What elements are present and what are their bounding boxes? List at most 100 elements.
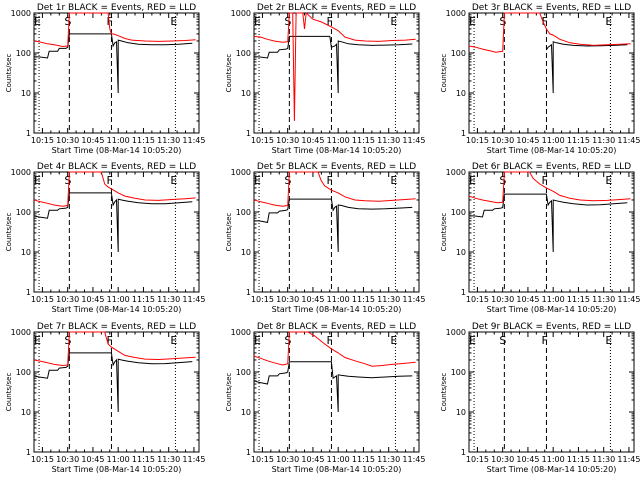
x-tick-label: 11:15 xyxy=(352,136,375,145)
y-axis-label: Counts/sec xyxy=(225,213,233,252)
plot-frame xyxy=(253,331,420,453)
x-axis-label: Start Time (08-Mar-14 10:05:20) xyxy=(52,146,182,155)
x-axis-label: Start Time (08-Mar-14 10:05:20) xyxy=(487,146,617,155)
x-tick-label: 10:15 xyxy=(251,136,274,145)
y-tick-label: 1 xyxy=(26,288,31,297)
lld-series-line xyxy=(253,331,416,367)
x-tick-label: 10:30 xyxy=(56,455,79,464)
y-tick-label: 10 xyxy=(241,89,251,98)
x-tick-label: 11:30 xyxy=(157,136,180,145)
detector-panel-3: Det 3r BLACK = Events, RED = LLD 1 10 100 10… xyxy=(440,3,640,155)
x-tick-label: 10:15 xyxy=(251,295,274,304)
y-tick-label: 100 xyxy=(236,368,251,377)
y-tick-label: 1000 xyxy=(231,328,251,337)
lld-series-line xyxy=(33,171,196,207)
y-tick-label: 1000 xyxy=(11,328,31,337)
marker-label: E xyxy=(469,15,476,28)
y-tick-label: 100 xyxy=(236,49,251,58)
x-tick-label: 11:00 xyxy=(542,136,565,145)
x-axis-label: Start Time (08-Mar-14 10:05:20) xyxy=(487,305,617,314)
marker-label: E xyxy=(170,174,177,187)
y-tick-label: 10 xyxy=(21,248,31,257)
marker-label: S xyxy=(284,334,291,347)
y-tick-label: 1 xyxy=(26,129,31,138)
x-tick-label: 10:30 xyxy=(56,136,79,145)
detector-panel-1: Det 1r BLACK = Events, RED = LLD 1 10 100 10… xyxy=(5,3,205,155)
x-tick-label: 10:30 xyxy=(276,136,299,145)
x-tick-label: 11:00 xyxy=(107,136,130,145)
x-tick-label: 10:45 xyxy=(516,136,539,145)
y-tick-label: 1000 xyxy=(11,168,31,177)
y-axis-label: Counts/sec xyxy=(5,373,13,412)
y-tick-label: 1 xyxy=(461,288,466,297)
x-tick-label: 10:30 xyxy=(491,295,514,304)
marker-label: F xyxy=(541,15,547,28)
panel-title: Det 7r BLACK = Events, RED = LLD xyxy=(37,322,196,332)
y-tick-label: 10 xyxy=(21,89,31,98)
panel-title: Det 4r BLACK = Events, RED = LLD xyxy=(37,162,196,172)
plot-frame xyxy=(253,171,420,293)
y-axis-label: Counts/sec xyxy=(225,54,233,93)
panel-title: Det 9r BLACK = Events, RED = LLD xyxy=(472,322,631,332)
marker-label: E xyxy=(254,334,261,347)
marker-label: F xyxy=(106,174,112,187)
x-tick-label: 11:15 xyxy=(567,136,590,145)
y-tick-label: 1000 xyxy=(11,9,31,18)
y-axis-label: Counts/sec xyxy=(5,213,13,252)
y-tick-label: 1 xyxy=(461,448,466,457)
marker-label: E xyxy=(170,334,177,347)
events-series-line xyxy=(33,352,193,413)
x-tick-label: 10:30 xyxy=(276,455,299,464)
panel-title: Det 2r BLACK = Events, RED = LLD xyxy=(257,3,416,13)
panel-title: Det 8r BLACK = Events, RED = LLD xyxy=(257,322,416,332)
events-series-line xyxy=(253,361,413,413)
y-tick-label: 100 xyxy=(236,208,251,217)
x-tick-label: 11:00 xyxy=(327,295,350,304)
x-tick-label: 10:45 xyxy=(516,295,539,304)
x-tick-label: 11:15 xyxy=(132,455,155,464)
x-tick-label: 11:00 xyxy=(327,136,350,145)
x-tick-label: 11:00 xyxy=(327,455,350,464)
y-tick-label: 10 xyxy=(241,248,251,257)
events-series-line xyxy=(254,198,413,253)
detector-panel-9: Det 9r BLACK = Events, RED = LLD 1 10 100 10… xyxy=(440,322,640,474)
y-tick-label: 1000 xyxy=(446,9,466,18)
events-series-line xyxy=(33,192,193,253)
x-tick-label: 10:45 xyxy=(81,136,104,145)
x-tick-label: 10:15 xyxy=(31,136,54,145)
x-tick-label: 11:15 xyxy=(132,295,155,304)
x-tick-label: 11:45 xyxy=(617,455,640,464)
detector-panel-4: Det 4r BLACK = Events, RED = LLD 1 10 100 10… xyxy=(5,162,205,314)
marker-label: E xyxy=(254,174,261,187)
x-tick-label: 10:30 xyxy=(491,455,514,464)
detector-panel-2: Det 2r BLACK = Events, RED = LLD 1 10 100 10… xyxy=(225,3,425,155)
x-tick-label: 10:15 xyxy=(466,295,489,304)
x-tick-label: 11:45 xyxy=(402,136,425,145)
lld-series-line xyxy=(33,12,196,48)
marker-label: E xyxy=(34,334,41,347)
x-tick-label: 11:30 xyxy=(377,136,400,145)
detector-panel-6: Det 6r BLACK = Events, RED = LLD 1 10 100 10… xyxy=(440,162,640,314)
y-tick-label: 10 xyxy=(21,408,31,417)
x-tick-label: 10:45 xyxy=(301,295,324,304)
lld-series-line xyxy=(468,12,631,53)
x-tick-label: 11:45 xyxy=(617,136,640,145)
x-tick-label: 11:15 xyxy=(352,295,375,304)
x-tick-label: 11:45 xyxy=(617,295,640,304)
x-tick-label: 10:45 xyxy=(81,295,104,304)
x-axis-label: Start Time (08-Mar-14 10:05:20) xyxy=(272,146,402,155)
marker-label: E xyxy=(390,334,397,347)
y-tick-label: 100 xyxy=(451,49,466,58)
x-axis-label: Start Time (08-Mar-14 10:05:20) xyxy=(52,465,182,474)
y-tick-label: 1000 xyxy=(446,168,466,177)
y-tick-label: 100 xyxy=(16,368,31,377)
x-tick-label: 11:15 xyxy=(567,295,590,304)
y-tick-label: 10 xyxy=(456,248,466,257)
marker-label: E xyxy=(34,174,41,187)
marker-label: F xyxy=(106,15,112,28)
panel-title: Det 6r BLACK = Events, RED = LLD xyxy=(472,162,631,172)
x-tick-label: 10:30 xyxy=(276,295,299,304)
x-tick-label: 11:45 xyxy=(182,295,205,304)
x-tick-label: 11:30 xyxy=(592,295,615,304)
